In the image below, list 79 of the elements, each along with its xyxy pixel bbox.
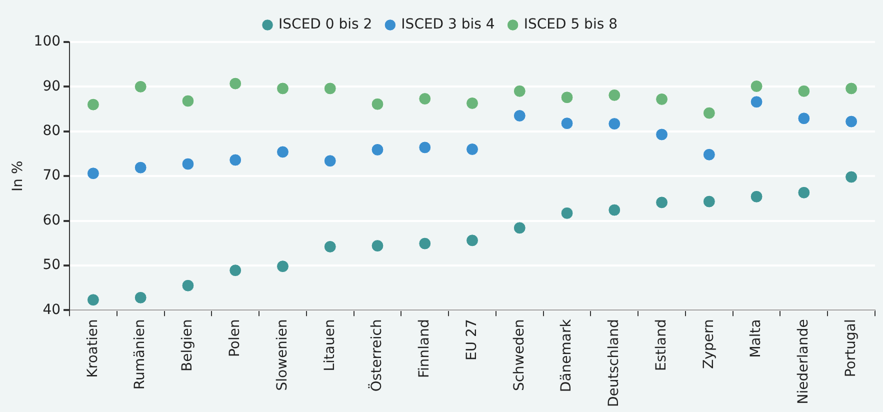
x-tick-label: Dänemark bbox=[558, 318, 575, 392]
point bbox=[134, 80, 147, 93]
x-tick-label: Österreich bbox=[368, 319, 386, 392]
point bbox=[845, 82, 858, 95]
y-tick-label: 40 bbox=[42, 302, 61, 318]
point bbox=[324, 154, 336, 168]
point bbox=[845, 115, 858, 128]
x-tick-label: Rumänien bbox=[132, 319, 148, 390]
point bbox=[86, 98, 100, 111]
y-tick-label: 70 bbox=[42, 168, 61, 184]
point bbox=[466, 96, 479, 110]
point bbox=[750, 96, 763, 108]
point bbox=[608, 88, 621, 102]
point bbox=[513, 109, 526, 122]
y-tick-label: 50 bbox=[42, 257, 61, 274]
point bbox=[750, 80, 763, 92]
point bbox=[371, 98, 384, 110]
point bbox=[845, 170, 858, 184]
y-tick-label: 80 bbox=[42, 123, 61, 140]
x-tick-label: Estland bbox=[653, 319, 670, 372]
legend-label: ISCED 0 bis 2 bbox=[278, 16, 372, 33]
x-tick-label: Finnland bbox=[416, 319, 433, 378]
point bbox=[276, 82, 289, 95]
point bbox=[513, 222, 526, 234]
legend-label: ISCED 3 bis 4 bbox=[401, 16, 495, 33]
point bbox=[702, 148, 716, 161]
point bbox=[182, 94, 194, 108]
point bbox=[371, 143, 384, 156]
point bbox=[371, 240, 384, 252]
x-tick-label: Zypern bbox=[700, 319, 717, 369]
point bbox=[560, 117, 574, 130]
point bbox=[798, 186, 810, 199]
point bbox=[134, 161, 147, 174]
point bbox=[182, 158, 194, 170]
y-axis-title: In % bbox=[10, 160, 26, 192]
point bbox=[798, 84, 810, 98]
x-tick-label: Deutschland bbox=[606, 319, 622, 408]
y-tick-label: 60 bbox=[42, 212, 61, 228]
x-tick-label: Schweden bbox=[511, 319, 528, 392]
point bbox=[656, 92, 668, 106]
point bbox=[276, 146, 289, 158]
point bbox=[513, 84, 526, 98]
point bbox=[702, 195, 716, 208]
x-tick-label: Belgien bbox=[180, 319, 196, 372]
x-tick-label: Kroatien bbox=[84, 319, 101, 378]
point bbox=[608, 204, 621, 216]
y-tick-label: 90 bbox=[42, 78, 61, 94]
x-tick-label: Malta bbox=[748, 319, 764, 358]
y-tick-label: 100 bbox=[34, 34, 61, 50]
point bbox=[229, 154, 242, 166]
point bbox=[466, 234, 479, 247]
point bbox=[418, 141, 432, 154]
x-tick-label: Polen bbox=[226, 319, 243, 358]
point bbox=[560, 91, 574, 104]
x-tick-label: Niederlande bbox=[796, 319, 812, 404]
point bbox=[656, 128, 668, 141]
x-tick-label: EU 27 bbox=[464, 319, 480, 361]
point bbox=[134, 291, 147, 304]
point bbox=[324, 82, 336, 95]
point bbox=[418, 92, 432, 106]
point bbox=[276, 260, 289, 273]
point bbox=[229, 77, 242, 90]
point bbox=[608, 118, 621, 130]
point bbox=[182, 279, 194, 292]
point bbox=[418, 237, 432, 250]
point bbox=[466, 143, 479, 156]
point bbox=[560, 206, 574, 220]
x-tick-label: Slowenien bbox=[274, 319, 290, 391]
point bbox=[798, 112, 810, 125]
point bbox=[750, 190, 763, 203]
point bbox=[324, 240, 336, 253]
point bbox=[86, 167, 100, 180]
x-tick-label: Litauen bbox=[322, 319, 338, 372]
point bbox=[86, 294, 100, 306]
point bbox=[702, 106, 716, 120]
point bbox=[656, 196, 668, 209]
legend-label: ISCED 5 bis 8 bbox=[524, 16, 618, 33]
x-tick-label: Portugal bbox=[842, 319, 859, 378]
point bbox=[229, 264, 242, 277]
